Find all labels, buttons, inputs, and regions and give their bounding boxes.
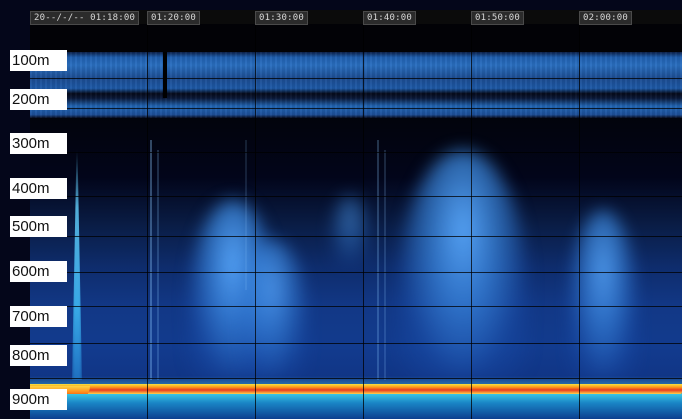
plume-2 xyxy=(238,240,308,380)
depth-label: 600m xyxy=(10,261,67,282)
time-label: 01:40:00 xyxy=(363,11,416,25)
depth-label: 400m xyxy=(10,178,67,199)
depth-label: 500m xyxy=(10,216,67,237)
grid-line xyxy=(30,236,682,237)
streak xyxy=(384,150,386,380)
grid-line xyxy=(30,108,682,109)
sub-bottom xyxy=(30,394,682,419)
depth-label: 900m xyxy=(10,389,67,410)
depth-label: 300m xyxy=(10,133,67,154)
surface-scattering-layer xyxy=(30,52,682,118)
streak xyxy=(150,140,152,380)
time-label: 01:30:00 xyxy=(255,11,308,25)
time-label: 20--/-/-- 01:18:00 xyxy=(30,11,140,25)
vertical-artifact xyxy=(163,52,167,98)
grid-line xyxy=(579,24,580,419)
surface-gap xyxy=(30,24,682,52)
grid-line xyxy=(30,378,682,379)
time-label: 02:00:00 xyxy=(579,11,632,25)
grid-line xyxy=(363,24,364,419)
streak xyxy=(245,140,247,290)
plume-4 xyxy=(398,150,528,380)
time-label: 01:50:00 xyxy=(471,11,524,25)
grid-line xyxy=(30,78,682,79)
grid-line xyxy=(30,196,682,197)
grid-line xyxy=(30,306,682,307)
streak xyxy=(157,150,159,380)
depth-label: 100m xyxy=(10,50,67,71)
grid-line xyxy=(30,152,682,153)
grid-line xyxy=(147,24,148,419)
grid-line xyxy=(30,343,682,344)
grid-line xyxy=(471,24,472,419)
time-label: 01:20:00 xyxy=(147,11,200,25)
grid-line xyxy=(30,272,682,273)
streak xyxy=(377,140,379,380)
left-echo-spike xyxy=(72,150,82,380)
seabed-echo xyxy=(30,384,682,394)
depth-label: 200m xyxy=(10,89,67,110)
time-axis-bar: 20--/-/-- 01:18:00 01:20:00 01:30:00 01:… xyxy=(30,10,682,25)
depth-label: 800m xyxy=(10,345,67,366)
grid-line xyxy=(255,24,256,419)
depth-label: 700m xyxy=(10,306,67,327)
